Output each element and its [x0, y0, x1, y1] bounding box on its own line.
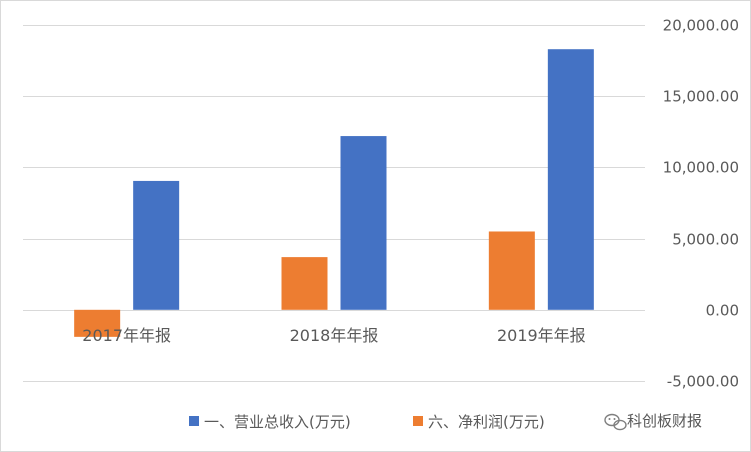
category-label: 2017年年报: [82, 326, 171, 345]
bars: [74, 49, 594, 337]
legend-label: 六、净利润(万元): [428, 413, 545, 431]
bar: [488, 231, 535, 310]
y-tick-label: 0.00: [706, 302, 739, 320]
watermark: 科创板财报: [604, 412, 702, 431]
bar: [340, 136, 387, 310]
y-axis-tick-labels: 20,000.00 15,000.00 10,000.00 5,000.00 0.00 -…: [663, 17, 739, 391]
legend-swatch: [189, 416, 199, 426]
category-label: 2019年年报: [497, 326, 586, 345]
bar: [281, 257, 328, 310]
legend-swatch: [413, 416, 423, 426]
wechat-icon: [604, 413, 627, 431]
y-tick-label: 20,000.00: [663, 17, 739, 35]
y-tick-label: -5,000.00: [667, 373, 739, 391]
y-tick-label: 5,000.00: [672, 231, 739, 249]
category-labels: 2017年年报 2018年年报 2019年年报: [82, 326, 585, 345]
grid-lines: [23, 25, 645, 382]
y-tick-label: 15,000.00: [663, 88, 739, 106]
watermark-text: 科创板财报: [627, 412, 702, 430]
legend-label: 一、营业总收入(万元): [204, 413, 351, 431]
category-label: 2018年年报: [290, 326, 379, 345]
bar: [547, 49, 594, 310]
legend: 一、营业总收入(万元) 六、净利润(万元): [189, 413, 545, 431]
bar: [133, 180, 180, 310]
y-tick-label: 10,000.00: [663, 159, 739, 177]
bar: [74, 309, 121, 337]
